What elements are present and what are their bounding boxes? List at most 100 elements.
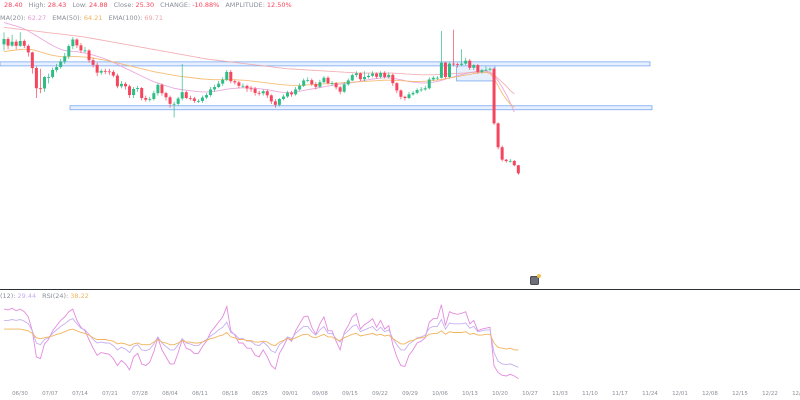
candle-body	[508, 160, 512, 162]
top-legend-item: Close: 25.30	[114, 1, 155, 9]
candle-body	[423, 88, 427, 90]
candle-body	[241, 85, 245, 87]
rsi-legend-item: (12): 29.44	[0, 292, 36, 300]
candle-body	[213, 87, 217, 90]
candle-body	[383, 72, 387, 78]
candle-body	[99, 70, 103, 73]
top-legend-item: CHANGE: -10.88%	[160, 1, 219, 9]
candle-body	[500, 147, 504, 160]
candle-body	[103, 70, 107, 72]
candle-body	[221, 79, 225, 84]
candle-body	[338, 87, 342, 92]
candles-layer	[2, 29, 520, 175]
candle-body	[488, 68, 492, 70]
candle-body	[95, 64, 99, 73]
x-tick-label: 10/27	[522, 391, 538, 397]
x-tick-label: 10/20	[492, 391, 508, 397]
top-legend-value: 12.50%	[266, 1, 292, 9]
top-legend-label: Low:	[72, 1, 87, 9]
candle-body	[14, 41, 18, 46]
x-tick-label: 11/03	[552, 391, 568, 397]
candle-body	[387, 74, 391, 78]
candle-body	[460, 63, 464, 65]
candle-body	[71, 39, 75, 47]
candle-body	[261, 91, 265, 94]
candle-body	[318, 82, 322, 87]
candle-body	[51, 69, 55, 78]
candle-body	[87, 50, 91, 61]
candle-body	[156, 84, 160, 94]
ma-legend-item: MA(20): 62.27	[0, 14, 46, 22]
rsi-legend-label: (12):	[0, 292, 16, 300]
candle-body	[330, 83, 334, 84]
candle-body	[91, 60, 95, 65]
candle-body	[346, 80, 350, 85]
candle-body	[38, 88, 42, 90]
candle-body	[119, 83, 123, 87]
top-legend-item: Low: 24.88	[72, 1, 107, 9]
candle-body	[435, 77, 439, 79]
x-tick-label: 09/01	[282, 391, 298, 397]
candle-body	[192, 98, 196, 101]
candle-body	[391, 74, 395, 84]
candle-body	[399, 90, 403, 97]
candle-body	[306, 80, 310, 82]
top-legend-item: 28.40	[4, 1, 23, 9]
candle-body	[443, 62, 447, 78]
rsi-legend-value: 29.44	[17, 292, 37, 300]
candle-body	[34, 68, 38, 89]
candle-body	[176, 98, 180, 104]
x-tick-label: 09/29	[402, 391, 418, 397]
candle-body	[496, 123, 500, 148]
candle-body	[456, 64, 460, 65]
candle-body	[468, 60, 472, 68]
candle-body	[286, 92, 289, 97]
candle-body	[431, 77, 435, 80]
x-tick-label: 08/18	[222, 391, 238, 397]
candle-body	[492, 68, 496, 124]
top-legend-value: 24.88	[89, 1, 108, 9]
x-tick-label: 12/15	[732, 391, 748, 397]
candle-body	[322, 77, 326, 83]
ma-legend-item: EMA(100): 69.71	[109, 14, 163, 22]
top-legend-label: High:	[28, 1, 46, 9]
candle-body	[205, 95, 208, 98]
candle-body	[448, 63, 451, 78]
candle-body	[168, 97, 172, 104]
candle-body	[30, 52, 34, 69]
candle-body	[411, 92, 415, 95]
rsi-legend-label: RSI(24):	[42, 292, 69, 300]
candle-body	[164, 93, 168, 98]
candle-body	[111, 71, 115, 76]
x-tick-label: 06/30	[12, 391, 28, 397]
candle-body	[22, 40, 26, 46]
candle-body	[415, 89, 419, 93]
candle-body	[298, 85, 302, 90]
candle-body	[354, 73, 358, 76]
top-legend-item: AMPLITUDE: 12.50%	[225, 1, 291, 9]
candle-body	[75, 39, 79, 46]
candle-body	[136, 88, 140, 89]
candle-body	[350, 75, 354, 81]
candle-body	[269, 95, 273, 102]
candle-body	[79, 45, 83, 51]
support-zone	[69, 105, 653, 111]
candle-body	[245, 85, 249, 89]
candle-body	[480, 70, 484, 72]
x-tick-label: 07/28	[132, 391, 148, 397]
candle-body	[237, 82, 241, 86]
candle-body	[180, 92, 184, 99]
x-tick-label: 09/22	[372, 391, 388, 397]
ema100-line	[3, 26, 515, 95]
candle-body	[516, 165, 520, 174]
candle-body	[10, 41, 14, 46]
candle-body	[379, 72, 383, 77]
top-legend-value: -10.88%	[192, 1, 220, 9]
candle-body	[427, 79, 431, 89]
settings-button[interactable]	[530, 274, 541, 285]
x-tick-label: 08/25	[252, 391, 268, 397]
candle-body	[249, 88, 253, 90]
candle-body	[148, 98, 152, 100]
rsi-legend-item: RSI(24): 38.22	[42, 292, 89, 300]
x-tick-label: 08/04	[162, 391, 178, 397]
